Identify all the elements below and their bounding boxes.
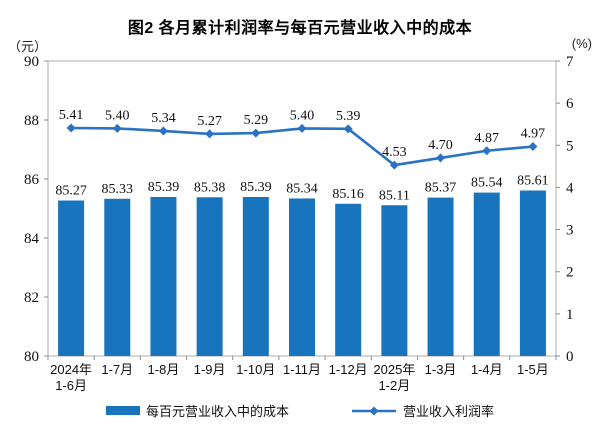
- line-value-label: 5.29: [244, 113, 269, 128]
- line-point-marker: [205, 129, 215, 139]
- x-axis-category-label: 1-8月: [148, 362, 180, 377]
- right-axis-tick-label: 5: [566, 138, 574, 154]
- right-axis-tick-label: 6: [566, 96, 574, 112]
- left-axis-tick-label: 88: [24, 113, 39, 129]
- right-axis-tick-label: 7: [566, 54, 574, 70]
- legend-line-label: 营业收入利润率: [403, 404, 495, 419]
- line-value-label: 5.27: [197, 114, 222, 129]
- line-point-marker: [158, 126, 168, 136]
- legend: 每百元营业收入中的成本 营业收入利润率: [0, 401, 600, 420]
- line-point-marker: [66, 123, 76, 133]
- line-value-label: 5.40: [105, 108, 130, 123]
- line-point-marker: [436, 153, 446, 163]
- bar: [335, 203, 362, 356]
- bar-value-label: 85.37: [425, 181, 457, 196]
- line-value-label: 5.40: [290, 108, 315, 123]
- bar-value-label: 85.61: [517, 174, 549, 189]
- left-axis-tick-label: 84: [24, 231, 40, 247]
- chart-title: 图2 各月累计利润率与每百元营业收入中的成本: [127, 20, 473, 37]
- x-axis-category-label: 1-4月: [471, 362, 503, 377]
- left-axis-tick-label: 86: [24, 172, 40, 188]
- bar-value-label: 85.27: [55, 184, 87, 199]
- bar-value-label: 85.39: [240, 180, 272, 195]
- left-axis-tick-label: 80: [24, 349, 39, 365]
- x-axis-category-label: 1-2月: [378, 378, 410, 393]
- line-series-swatch: [352, 406, 396, 415]
- bar-series-swatch: [105, 406, 140, 415]
- line-value-label: 5.34: [151, 111, 176, 126]
- bar-value-label: 85.38: [194, 180, 226, 195]
- legend-item-bar: 每百元营业收入中的成本: [105, 401, 289, 420]
- line-point-marker: [528, 142, 538, 152]
- line-point-marker: [343, 124, 353, 134]
- line-value-label: 5.39: [336, 109, 361, 124]
- bar: [427, 197, 454, 356]
- x-axis-category-label: 1-3月: [425, 362, 457, 377]
- legend-item-line: 营业收入利润率: [351, 401, 494, 420]
- x-axis-category-label: 2025年: [373, 362, 415, 377]
- right-axis-unit-label: (%): [571, 36, 592, 51]
- x-axis-category-label: 1-9月: [194, 362, 226, 377]
- line-value-label: 4.70: [428, 138, 453, 153]
- bar: [58, 200, 85, 356]
- bar: [104, 198, 131, 356]
- x-axis-category-label: 1-6月: [55, 378, 87, 393]
- bar: [381, 205, 408, 356]
- right-axis-tick-label: 0: [566, 349, 574, 365]
- left-axis-tick-label: 90: [24, 54, 39, 70]
- right-axis-tick-label: 1: [566, 307, 574, 323]
- x-axis-category-label: 1-12月: [329, 362, 368, 377]
- bar-value-label: 85.34: [286, 181, 318, 196]
- line-value-label: 4.53: [382, 145, 407, 160]
- line-point-marker: [297, 123, 307, 133]
- bar: [519, 190, 546, 356]
- bar-value-label: 85.11: [379, 188, 410, 203]
- x-axis-category-label: 1-5月: [517, 362, 549, 377]
- right-axis-tick-label: 4: [566, 180, 574, 196]
- bar-value-label: 85.54: [471, 176, 503, 191]
- x-axis-category-label: 1-7月: [101, 362, 133, 377]
- bar: [150, 196, 177, 356]
- left-axis-unit-label: （元）: [8, 39, 48, 54]
- bar: [289, 198, 315, 356]
- x-axis-category-label: 1-11月: [283, 362, 321, 377]
- line-point-marker: [112, 123, 122, 133]
- profit-rate-line: [71, 126, 534, 167]
- line-value-label: 4.87: [474, 131, 499, 146]
- x-axis-category-label: 2024年: [50, 362, 92, 377]
- right-axis-tick-label: 2: [566, 265, 574, 281]
- line-value-label: 5.41: [59, 108, 84, 123]
- bar: [473, 192, 500, 356]
- bar: [196, 197, 223, 356]
- line-point-marker: [482, 146, 492, 156]
- bar-value-label: 85.39: [148, 180, 180, 195]
- left-axis-tick-label: 82: [24, 290, 39, 306]
- bar-value-label: 85.16: [332, 187, 364, 202]
- right-axis-tick-label: 3: [566, 223, 574, 239]
- line-point-marker: [389, 160, 399, 170]
- line-value-label: 4.97: [521, 127, 546, 142]
- legend-bar-label: 每百元营业收入中的成本: [145, 404, 289, 419]
- bar-value-label: 85.33: [102, 182, 134, 197]
- bar: [242, 196, 269, 356]
- line-point-marker: [251, 128, 261, 138]
- x-axis-category-label: 1-10月: [236, 362, 275, 377]
